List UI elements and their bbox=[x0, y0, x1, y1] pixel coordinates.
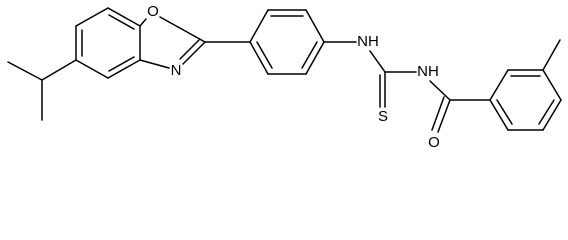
bonds bbox=[7, 7, 562, 133]
atom-labels: O N NH S NH O bbox=[147, 3, 440, 151]
atom-label: N bbox=[171, 62, 182, 79]
atom-label: O bbox=[147, 3, 159, 20]
molecule-diagram: O N NH S NH O bbox=[7, 3, 562, 151]
atom-label: O bbox=[428, 134, 440, 151]
atom-label: S bbox=[378, 108, 388, 125]
atom-label: NH bbox=[357, 33, 379, 50]
atom-label: NH bbox=[417, 63, 439, 80]
